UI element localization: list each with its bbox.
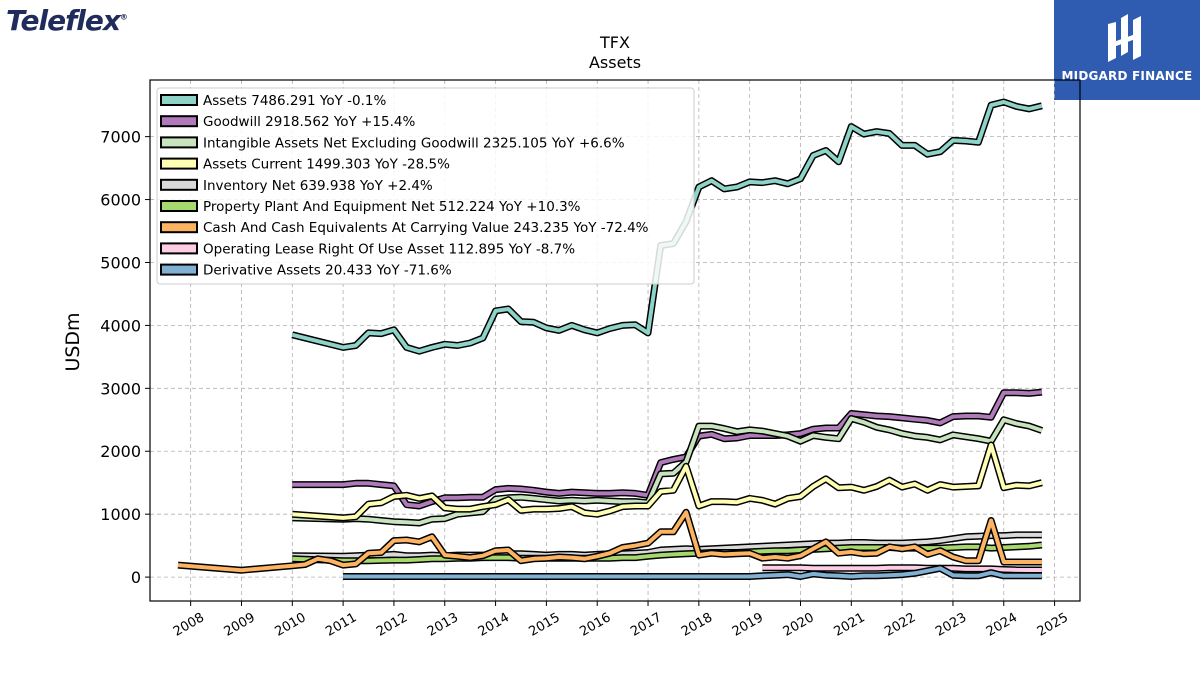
teleflex-logo-mark: ® <box>119 12 128 22</box>
x-tick-label: 2024 <box>984 610 1020 640</box>
legend-entry: Intangible Assets Net Excluding Goodwill… <box>203 135 625 151</box>
y-tick-label: 4000 <box>100 316 141 335</box>
legend-swatch <box>160 136 198 149</box>
legend-entry: Derivative Assets 20.433 YoY -71.6% <box>203 263 452 279</box>
midgard-finance-logo: MIDGARD FINANCE <box>1054 0 1200 100</box>
midgard-emblem-icon <box>1108 14 1141 62</box>
legend-entry: Assets Current 1499.303 YoY -28.5% <box>203 157 450 173</box>
series-line-intangible-assets-net-excluding-goodwill <box>292 416 1043 525</box>
chart-title: TFX <box>599 33 630 52</box>
x-tick-label: 2015 <box>527 610 563 640</box>
x-tick-label: 2018 <box>679 610 715 640</box>
legend-swatch <box>160 242 198 255</box>
y-axis-ticks: 0 1000 2000 3000 4000 5000 6000 7000 <box>100 128 150 587</box>
y-tick-label: 3000 <box>100 379 141 398</box>
x-tick-label: 2010 <box>272 610 308 640</box>
series-line-assets-current <box>292 443 1043 520</box>
legend-swatch <box>160 115 198 128</box>
legend-box <box>156 87 695 285</box>
legend-swatch <box>160 94 198 106</box>
teleflex-logo-text: Teleflex <box>6 4 121 37</box>
chart-legend: Assets 7486.291 YoY -0.1% Goodwill 2918.5… <box>156 87 695 285</box>
x-tick-label: 2022 <box>882 610 918 640</box>
x-tick-label: 2023 <box>933 610 969 640</box>
legend-entry: Property Plant And Equipment Net 512.224… <box>203 199 581 215</box>
x-tick-label: 2019 <box>730 610 766 640</box>
x-tick-label: 2012 <box>374 610 410 640</box>
chart-subtitle: Assets <box>589 53 641 72</box>
series-line-cash-and-cash-equivalents-at-carrying-value <box>177 510 1042 573</box>
legend-swatch <box>160 200 198 212</box>
y-axis-label: USDm <box>62 312 84 371</box>
teleflex-logo: Teleflex® <box>6 4 128 37</box>
y-tick-label: 7000 <box>100 128 141 147</box>
x-tick-label: 2011 <box>323 610 359 640</box>
legend-swatch <box>160 157 198 170</box>
y-tick-label: 2000 <box>100 442 141 461</box>
y-tick-label: 6000 <box>100 191 141 210</box>
legend-swatch <box>160 263 198 276</box>
series-line-derivative-assets <box>343 566 1042 579</box>
legend-swatch <box>160 221 198 234</box>
x-tick-label: 2020 <box>781 610 817 640</box>
legend-entry: Assets 7486.291 YoY -0.1% <box>203 93 387 109</box>
legend-entry: Operating Lease Right Of Use Asset 112.8… <box>203 241 575 257</box>
x-tick-label: 2014 <box>476 610 512 640</box>
x-tick-label: 2017 <box>628 610 664 640</box>
legend-entry: Goodwill 2918.562 YoY +15.4% <box>203 114 415 130</box>
series-line-operating-lease-right-of-use-asset <box>762 565 1042 572</box>
x-tick-label: 2009 <box>222 610 258 640</box>
y-tick-label: 5000 <box>100 253 141 272</box>
plot-frame <box>149 79 1081 602</box>
x-tick-label: 2008 <box>171 610 207 640</box>
midgard-logo-text: MIDGARD FINANCE <box>1061 69 1193 83</box>
y-tick-label: 1000 <box>100 505 141 524</box>
legend-entry: Cash And Cash Equivalents At Carrying Va… <box>203 220 649 236</box>
x-axis-ticks: 2008 2009 2010 2011 2012 2013 2014 2015 2016 2017… <box>171 601 1071 640</box>
legend-swatch <box>160 178 198 191</box>
x-tick-label: 2021 <box>831 610 867 640</box>
legend-entry: Inventory Net 639.938 YoY +2.4% <box>203 178 433 194</box>
y-tick-label: 0 <box>131 568 141 587</box>
x-tick-label: 2025 <box>1035 610 1071 640</box>
x-tick-label: 2013 <box>425 610 461 640</box>
x-tick-label: 2016 <box>577 610 613 640</box>
